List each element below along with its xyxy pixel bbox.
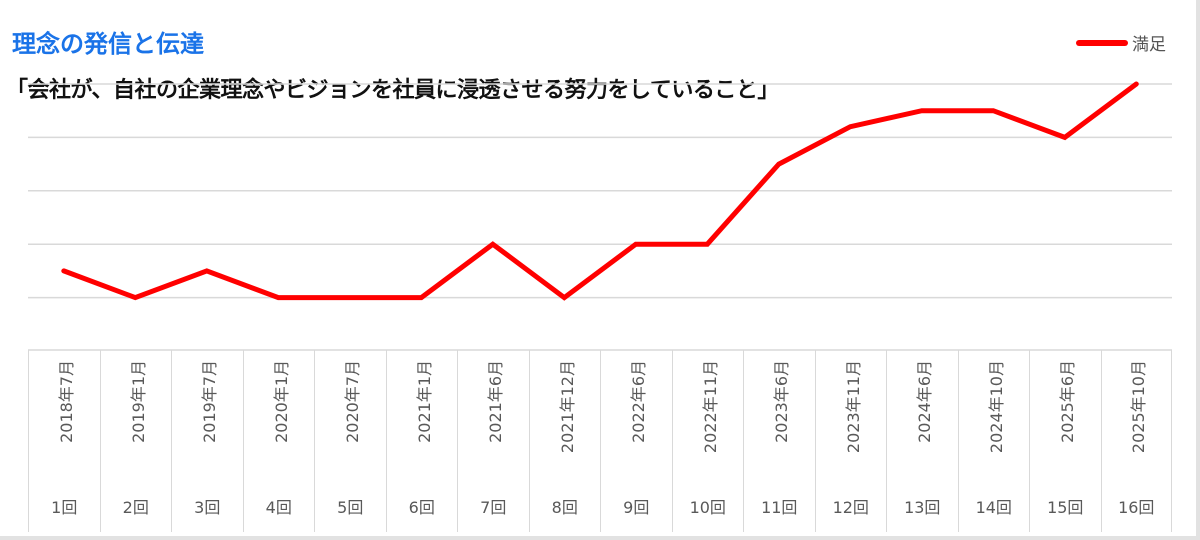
category-date-label: 2024年10月 bbox=[986, 360, 1006, 454]
category-round-label: 14回 bbox=[975, 498, 1012, 517]
category-round-label: 13回 bbox=[904, 498, 941, 517]
category-date-label: 2021年12月 bbox=[557, 360, 577, 454]
category-cell: 2019年7月 3回 bbox=[171, 350, 243, 532]
category-cell: 2022年6月 9回 bbox=[600, 350, 672, 532]
category-round-label: 12回 bbox=[832, 498, 869, 517]
category-round-label: 9回 bbox=[623, 498, 650, 517]
category-date-label: 2023年6月 bbox=[772, 360, 792, 443]
category-round-label: 10回 bbox=[689, 498, 726, 517]
category-round-label: 5回 bbox=[337, 498, 364, 517]
legend-line-swatch bbox=[1076, 39, 1128, 46]
category-date-label: 2021年1月 bbox=[414, 360, 434, 443]
category-cell: 2019年1月 2回 bbox=[99, 350, 172, 532]
category-cell: 2023年6月 11回 bbox=[743, 350, 815, 532]
category-date-label: 2020年7月 bbox=[343, 360, 363, 443]
category-round-label: 4回 bbox=[265, 498, 292, 517]
category-round-label: 2回 bbox=[122, 498, 149, 517]
category-round-label: 8回 bbox=[551, 498, 578, 517]
category-cell: 2021年12月 8回 bbox=[528, 350, 601, 532]
category-cell: 2021年1月 6回 bbox=[385, 350, 458, 532]
category-cell: 2024年6月 13回 bbox=[886, 350, 958, 532]
category-round-label: 3回 bbox=[194, 498, 221, 517]
category-date-label: 2019年7月 bbox=[200, 360, 220, 443]
category-cell: 2024年10月 14回 bbox=[957, 350, 1030, 532]
category-cell: 2023年11月 12回 bbox=[814, 350, 887, 532]
category-round-label: 11回 bbox=[761, 498, 798, 517]
category-cell: 2025年10月 16回 bbox=[1100, 350, 1172, 532]
category-cell: 2018年7月 1回 bbox=[28, 350, 100, 532]
category-date-label: 2022年6月 bbox=[629, 360, 649, 443]
category-cell: 2022年11月 10回 bbox=[671, 350, 744, 532]
category-date-label: 2020年1月 bbox=[271, 360, 291, 443]
legend-label: 満足 bbox=[1132, 35, 1166, 55]
chart-subtitle: 「会社が、自社の企業理念やビジョンを社員に浸透させる努力をしていること」 bbox=[6, 78, 779, 103]
category-round-label: 6回 bbox=[408, 498, 435, 517]
category-date-label: 2021年6月 bbox=[486, 360, 506, 443]
category-date-label: 2025年6月 bbox=[1058, 360, 1078, 443]
gridlines bbox=[28, 83, 1172, 351]
category-round-label: 1回 bbox=[51, 498, 78, 517]
category-round-label: 15回 bbox=[1047, 498, 1084, 517]
category-date-label: 2023年11月 bbox=[843, 360, 863, 454]
series-line-satisfied bbox=[61, 81, 1139, 301]
category-cell: 2025年6月 15回 bbox=[1029, 350, 1101, 532]
category-round-label: 7回 bbox=[480, 498, 507, 517]
category-cell: 2020年1月 4回 bbox=[242, 350, 315, 532]
category-date-label: 2025年10月 bbox=[1129, 360, 1149, 454]
legend: 満足 bbox=[1076, 30, 1166, 55]
category-cell: 2020年7月 5回 bbox=[314, 350, 386, 532]
category-date-label: 2019年1月 bbox=[128, 360, 148, 443]
chart-title: 理念の発信と伝達 bbox=[12, 30, 204, 58]
category-cell: 2021年6月 7回 bbox=[457, 350, 529, 532]
category-date-label: 2022年11月 bbox=[700, 360, 720, 454]
category-round-label: 16回 bbox=[1118, 498, 1155, 517]
category-date-label: 2024年6月 bbox=[915, 360, 935, 443]
category-date-label: 2018年7月 bbox=[57, 360, 77, 443]
